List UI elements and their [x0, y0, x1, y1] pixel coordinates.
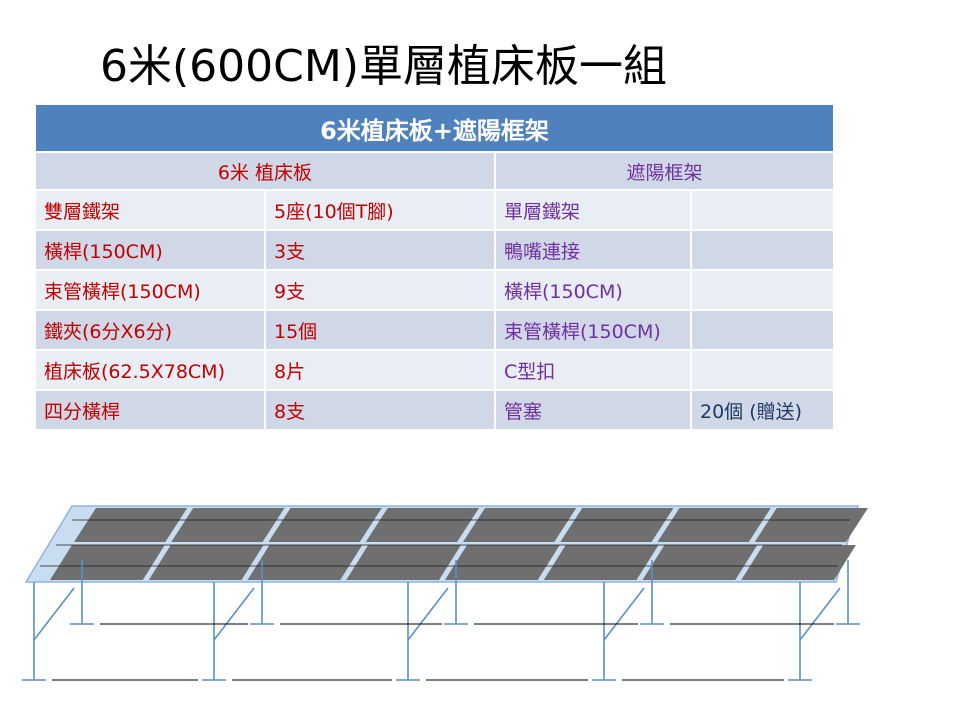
bed-panel [247, 545, 363, 580]
table-group-row: 6米 植床板 遮陽框架 [34, 151, 835, 191]
table-row: 植床板(62.5X78CM) 8片 C型扣 [34, 349, 835, 391]
post-brace [33, 587, 75, 641]
right-qty-cell [690, 309, 835, 351]
bed-panel [148, 545, 264, 580]
bed-panel [74, 508, 188, 542]
item-cell: 四分橫桿 [34, 389, 266, 431]
table-header-row: 6米植床板+遮陽框架 [34, 103, 835, 153]
qty-cell: 9支 [264, 269, 496, 311]
table-row: 橫桿(150CM) 3支 鴨嘴連接 [34, 229, 835, 271]
right-item-cell: 管塞 [494, 389, 692, 431]
bed-panel [741, 545, 856, 580]
table-row: 束管橫桿(150CM) 9支 橫桿(150CM) [34, 269, 835, 311]
right-qty-cell: 20個 (贈送) [690, 389, 835, 431]
table-row: 鐵夾(6分X6分) 15個 束管橫桿(150CM) [34, 309, 835, 351]
right-qty-cell [690, 189, 835, 231]
bed-panel [560, 508, 674, 542]
ground-bars [52, 623, 834, 681]
right-item-cell: 橫桿(150CM) [494, 269, 692, 311]
right-qty-cell [690, 229, 835, 271]
item-cell: 鐵夾(6分X6分) [34, 309, 266, 351]
item-cell: 橫桿(150CM) [34, 229, 266, 271]
post-brace [407, 587, 449, 641]
bed-panel [657, 508, 771, 542]
qty-cell: 15個 [264, 309, 496, 351]
qty-cell: 8片 [264, 349, 496, 391]
qty-cell: 5座(10個T腳) [264, 189, 496, 231]
bed-panel [171, 508, 285, 542]
right-item-cell: 束管橫桿(150CM) [494, 309, 692, 351]
table-row: 雙層鐵架 5座(10個T腳) 單層鐵架 [34, 189, 835, 231]
post-brace [603, 587, 645, 641]
qty-cell: 8支 [264, 389, 496, 431]
post-brace [213, 587, 255, 641]
right-group-header: 遮陽框架 [494, 151, 835, 191]
bed-panel [642, 545, 758, 580]
bed-panel [463, 508, 577, 542]
table-header: 6米植床板+遮陽框架 [34, 103, 835, 153]
bed-panel [445, 545, 560, 580]
bed-panel [365, 508, 479, 542]
right-item-cell: 單層鐵架 [494, 189, 692, 231]
right-qty-cell [690, 269, 835, 311]
bed-panels [40, 508, 868, 580]
bed-panel [543, 545, 659, 580]
planting-bed-frame-illustration [22, 505, 868, 681]
bed-panel [50, 545, 165, 580]
spec-table: 6米植床板+遮陽框架 6米 植床板 遮陽框架 雙層鐵架 5座(10個T腳) 單層… [34, 103, 835, 431]
table-row: 四分橫桿 8支 管塞 20個 (贈送) [34, 389, 835, 431]
right-item-cell: C型扣 [494, 349, 692, 391]
item-cell: 雙層鐵架 [34, 189, 266, 231]
right-item-cell: 鴨嘴連接 [494, 229, 692, 271]
right-qty-cell [690, 349, 835, 391]
left-group-header: 6米 植床板 [34, 151, 496, 191]
frame-posts [22, 560, 860, 681]
slide-title: 6米(600CM)單層植床板一組 [100, 41, 667, 92]
post-brace [799, 587, 841, 641]
item-cell: 植床板(62.5X78CM) [34, 349, 266, 391]
bed-panel [346, 545, 461, 580]
bed-panel [268, 508, 382, 542]
bed-panel [754, 508, 868, 542]
item-cell: 束管橫桿(150CM) [34, 269, 266, 311]
qty-cell: 3支 [264, 229, 496, 271]
